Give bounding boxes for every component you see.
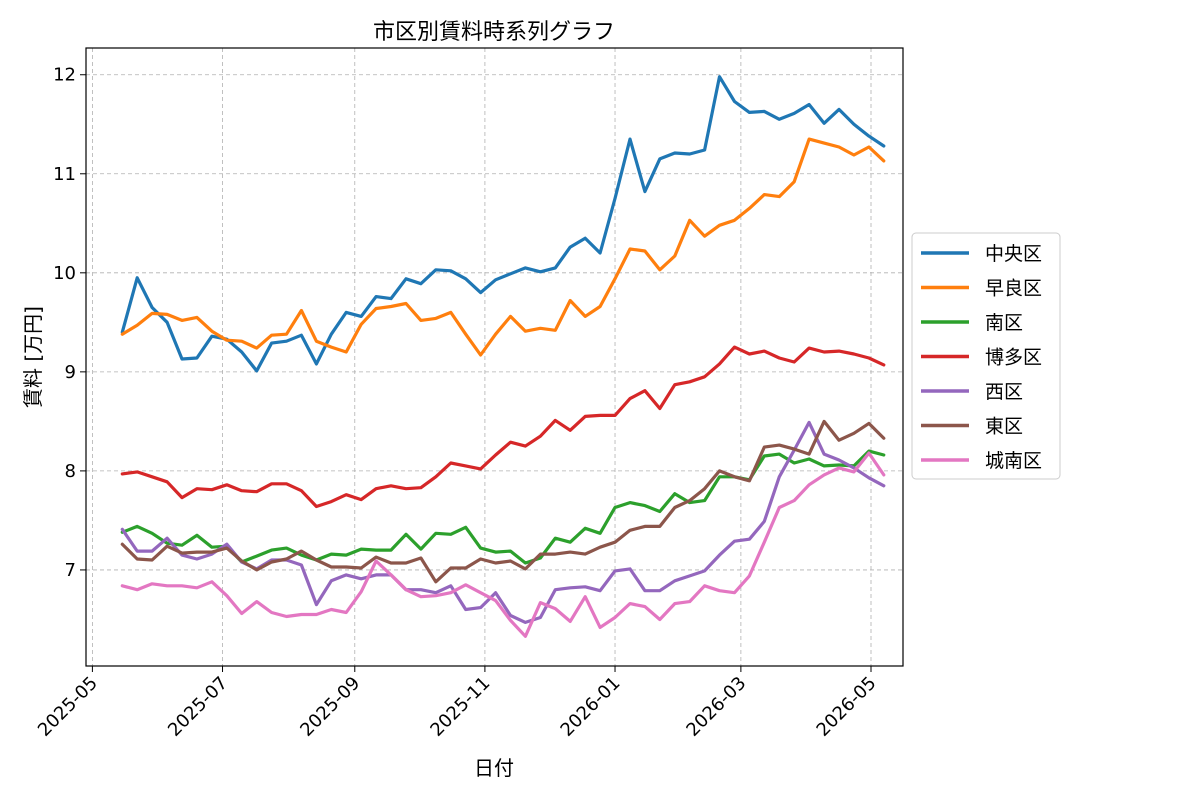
series-line-5: [120, 419, 886, 584]
legend-label-2: 南区: [985, 312, 1023, 334]
y-tick-label: 10: [53, 263, 76, 284]
plot-frame: [85, 47, 904, 667]
legend-label-3: 博多区: [985, 347, 1042, 369]
y-axis-label: 賃料 [万円]: [21, 306, 45, 408]
grid-lines: [86, 48, 903, 666]
y-tick-label: 8: [65, 461, 76, 482]
series-line-0: [120, 75, 886, 373]
y-tick-label: 12: [53, 65, 76, 86]
x-axis-label: 日付: [474, 756, 514, 780]
y-tick-label: 11: [53, 164, 76, 185]
series-lines: [120, 75, 886, 638]
y-axis: 7 8 9 10 11 12: [53, 65, 86, 581]
legend-label-0: 中央区: [985, 243, 1042, 265]
series-line-3: [120, 345, 886, 509]
series-line-1: [120, 137, 886, 357]
series-line-6: [120, 451, 886, 638]
y-tick-label: 9: [65, 362, 76, 383]
legend-label-5: 東区: [985, 416, 1023, 438]
legend-box: [911, 232, 1061, 480]
legend-label-6: 城南区: [985, 450, 1042, 472]
y-tick-label: 7: [65, 560, 76, 581]
chart-title: 市区別賃料時系列グラフ: [373, 20, 615, 45]
legend-label-1: 早良区: [985, 278, 1042, 300]
legend-label-4: 西区: [985, 381, 1023, 403]
